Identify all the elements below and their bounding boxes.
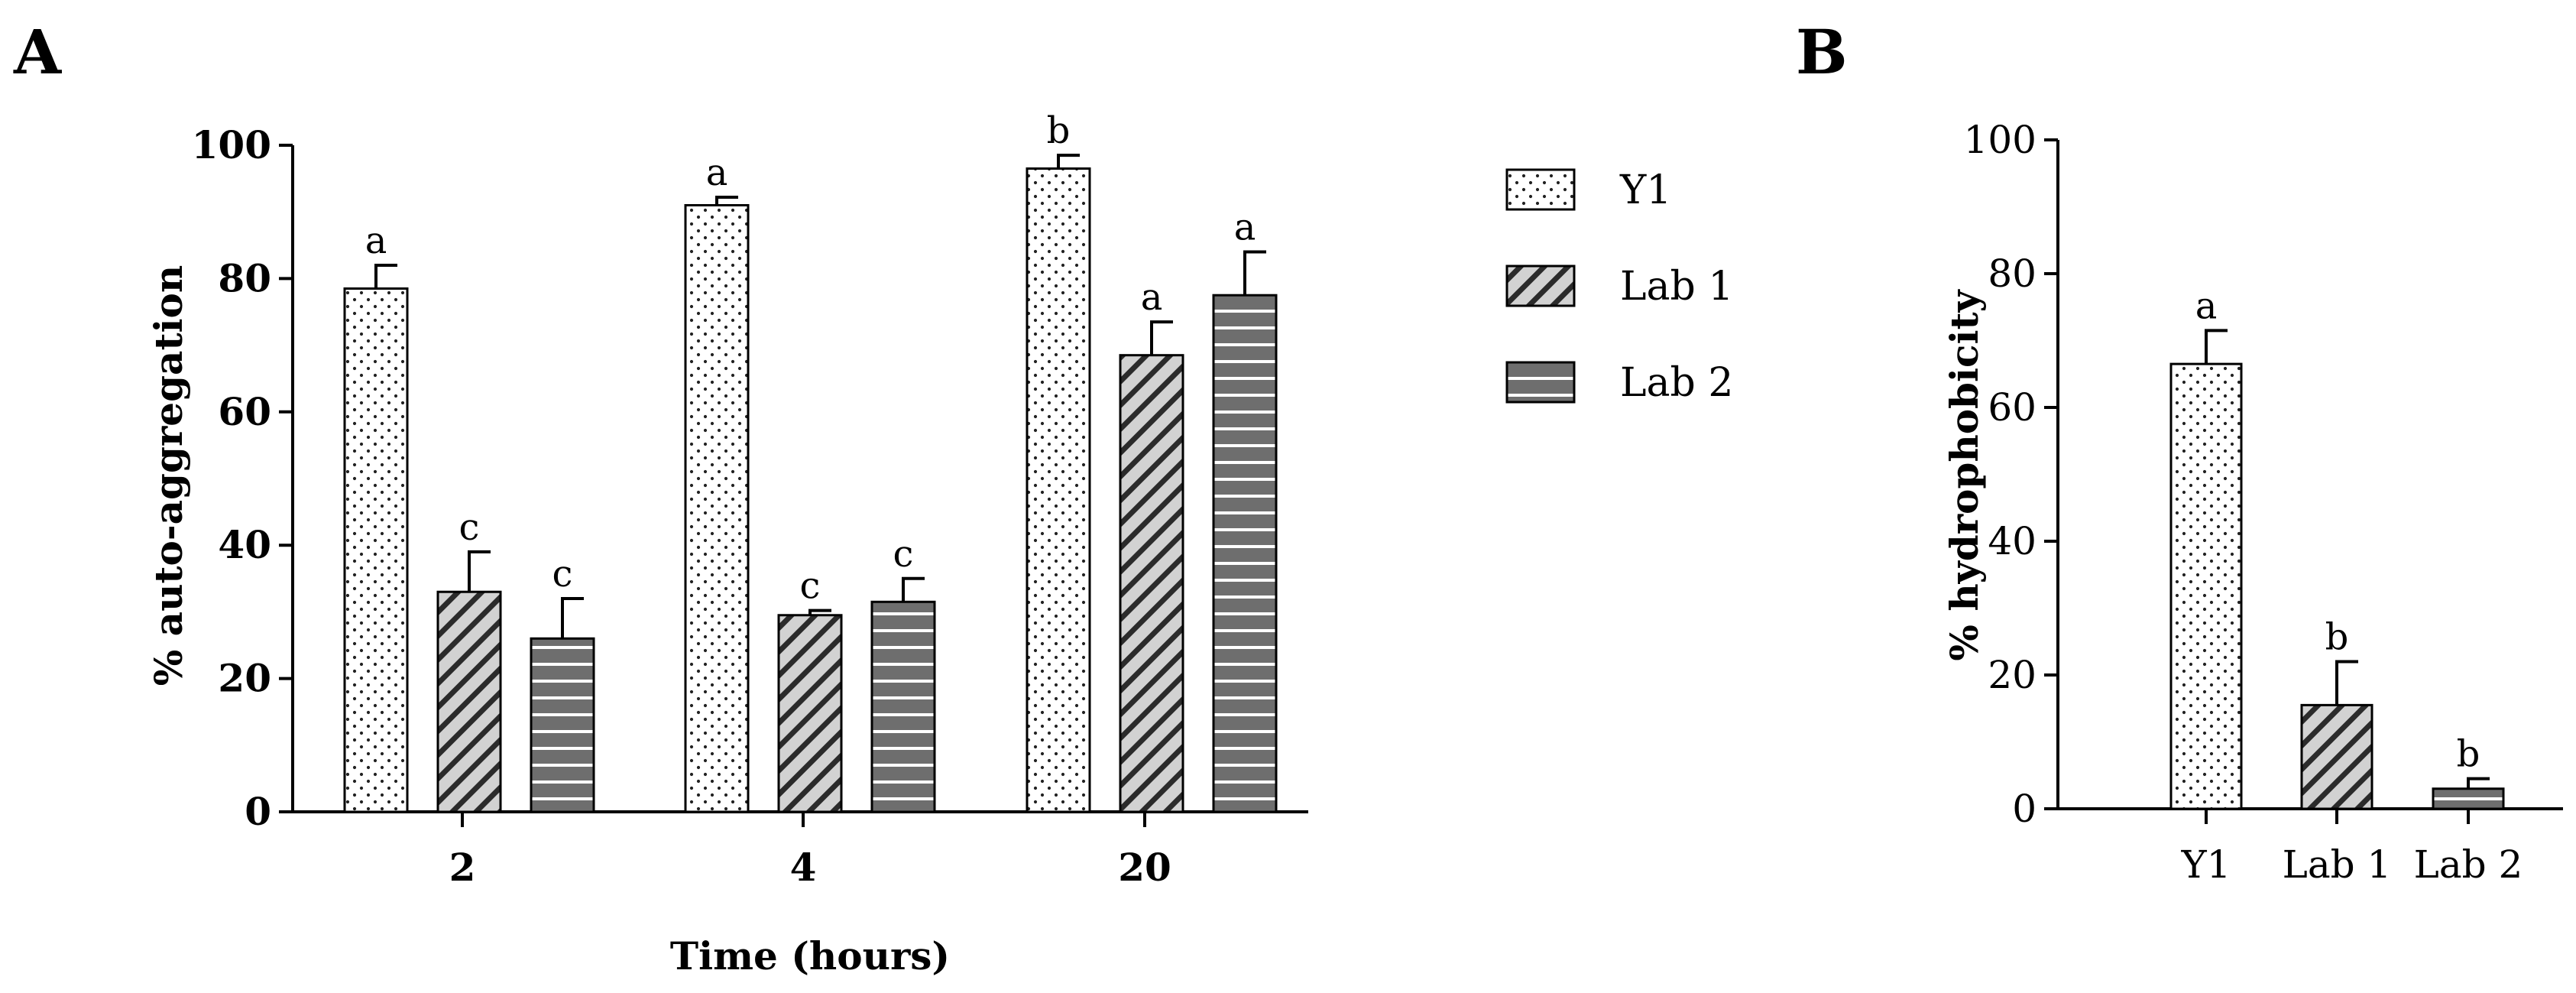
panel-a-lab-2-20h-bar (1212, 294, 1278, 813)
panel-a-lab-2-4h-significance-label: c (893, 533, 914, 576)
panel-a-y-axis-label: % auto-aggregation (146, 265, 191, 686)
panel-b-x-tick-label: Lab 2 (2414, 842, 2523, 887)
panel-a-y1-20h-significance-label: b (1047, 109, 1071, 152)
panel-a-x-axis-label: Time (hours) (670, 933, 950, 978)
panel-b-y-tick-label: 80 (1988, 251, 2036, 296)
legend-swatch-y1 (1505, 168, 1576, 211)
panel-a-y1-2h-bar (343, 287, 409, 813)
panel-b-lab-2-bar (2432, 787, 2505, 810)
panel-b-y-tick-label: 40 (1988, 519, 2036, 563)
panel-a-lab-1-2h-significance-label: c (459, 506, 480, 549)
panel-b-lab-1-bar (2300, 703, 2373, 810)
legend-label-lab2: Lab 2 (1620, 360, 1733, 406)
panel-a-lab-2-20h-significance-label: a (1234, 206, 1256, 249)
panel-a-y-tick-label: 80 (218, 255, 271, 300)
panel-b-y-tick-label: 100 (1964, 118, 2036, 162)
panel-a-x-tick-label: 4 (790, 845, 817, 890)
panel-b-y1-significance-label: a (2195, 284, 2218, 327)
panel-a-lab-1-4h-bar (777, 614, 843, 813)
panel-a-y1-2h-significance-label: a (365, 219, 387, 262)
panel-b-y-tick-label: 60 (1988, 385, 2036, 430)
panel-b-chart: 0 20 40 60 80 100 Y1 a Lab 1 b Lab 2 b (1964, 118, 2563, 887)
panel-b-x-tick-label: Lab 1 (2283, 842, 2392, 887)
panel-a-lab-1-20h-bar (1119, 354, 1184, 813)
panel-a-y-tick-label: 60 (218, 389, 271, 434)
panel-b-lab-1-significance-label: b (2325, 616, 2349, 659)
panel-a-x-tick-label: 2 (449, 845, 476, 890)
panel-a-lab-2-4h-bar (870, 600, 936, 813)
panel-b-y-axis-label: % hydrophobicity (1942, 288, 1987, 660)
panel-b-x-tick-label: Y1 (2181, 842, 2231, 887)
legend-swatch-lab2 (1505, 361, 1576, 404)
panel-b-y-tick-label: 0 (2012, 787, 2036, 831)
panel-a-lab-2-2h-significance-label: c (552, 553, 573, 595)
legend-swatch-lab1 (1505, 264, 1576, 307)
panel-a-x-tick-label: 20 (1118, 845, 1171, 890)
panel-b-y1-bar (2169, 362, 2243, 810)
panel-letter-a: A (13, 16, 62, 88)
panel-b-y-tick-label: 20 (1988, 653, 2036, 697)
panel-a-lab-1-2h-bar (436, 590, 502, 813)
panel-a-chart: 0 20 40 60 80 100 2 a c c 4 a c c 20 b a a (192, 109, 1308, 890)
panel-a-y-tick-label: 0 (245, 789, 271, 834)
panel-a-y1-4h-bar (684, 203, 750, 813)
panel-a-y1-4h-significance-label: a (706, 151, 728, 194)
panel-a-lab-2-2h-bar (530, 637, 595, 813)
panel-a-lab-1-4h-significance-label: c (800, 565, 821, 608)
legend: Y1 Lab 1 Lab 2 (1505, 167, 1733, 406)
panel-letter-b: B (1796, 16, 1848, 88)
panel-a-y-tick-label: 100 (192, 122, 271, 167)
panel-a-y1-20h-bar (1026, 167, 1091, 813)
panel-b-lab-2-significance-label: b (2457, 733, 2480, 776)
panel-a-y-tick-label: 20 (218, 656, 271, 701)
panel-a-y-tick-label: 40 (218, 522, 271, 567)
panel-a-lab-1-20h-significance-label: a (1141, 276, 1163, 319)
legend-label-lab1: Lab 1 (1620, 264, 1733, 310)
legend-label-y1: Y1 (1619, 167, 1671, 213)
